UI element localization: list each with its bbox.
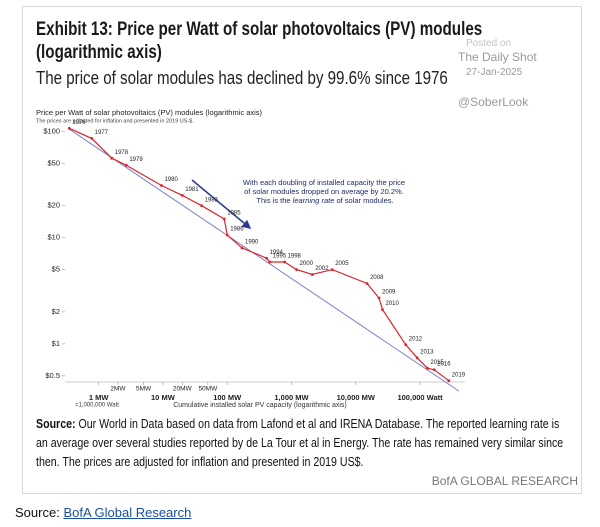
point-label: 2000 <box>300 261 314 267</box>
title: Exhibit 13: Price per Watt of solar phot… <box>36 18 482 64</box>
y-tick-label: $50 <box>47 158 60 167</box>
point <box>295 268 298 272</box>
watermark-date: 27-Jan-2025 <box>466 67 523 78</box>
y-tick-label: $0.5 <box>45 371 60 380</box>
point <box>283 260 286 264</box>
source-label: Source: <box>36 416 76 431</box>
point-label: 1978 <box>115 150 129 156</box>
point <box>160 184 163 187</box>
point-label: 1990 <box>245 240 259 246</box>
point-label: 1979 <box>129 157 143 163</box>
point <box>240 246 244 250</box>
chart-subtitle: The prices are adjusted for inflation an… <box>36 118 194 124</box>
y-tick-label: $5 <box>52 265 60 274</box>
annotation-line: of solar modules dropped on average by 2… <box>244 187 404 196</box>
y-tick-label: $1 <box>52 339 60 348</box>
watermark-posted: Posted on <box>466 38 512 49</box>
footer: Source: BofA Global Research <box>15 505 191 520</box>
x-tick-label: 2MW <box>110 386 126 393</box>
source-body: Our World in Data based on data from Laf… <box>36 416 564 469</box>
point-label: 1998 <box>288 254 302 260</box>
annotation-line: This is the <box>256 196 292 205</box>
watermark-handle: @SoberLook <box>458 95 529 109</box>
point-label: 1985 <box>227 211 241 217</box>
chart-title: Price per Watt of solar photovoltaics (P… <box>36 108 263 117</box>
point-label: 1986 <box>230 227 244 233</box>
watermark-site: The Daily Shot <box>458 50 537 64</box>
footer-link[interactable]: BofA Global Research <box>63 505 192 520</box>
x-axis-label: Cumulative installed solar PV capacity (… <box>173 402 347 409</box>
annotation: With each doubling of installed capacity… <box>243 178 407 205</box>
x-tick-label: 10,000 MW <box>337 393 376 402</box>
y-tick-label: $20 <box>47 201 60 210</box>
point <box>425 366 429 370</box>
brand: BofA GLOBAL RESEARCH <box>431 474 578 488</box>
y-tick-label: $10 <box>47 233 60 242</box>
point-label: 2013 <box>420 349 434 355</box>
point <box>381 308 384 312</box>
x-tick-label: 5MW <box>136 386 152 393</box>
x-tick-label: 1 MW <box>89 393 110 402</box>
x-tick-label: 100 MW <box>213 393 242 402</box>
point <box>330 268 334 272</box>
point-label: 1981 <box>185 187 199 193</box>
x-tick-label: 10 MW <box>151 393 176 402</box>
y-tick-label: $2 <box>52 307 60 316</box>
point-label: 2009 <box>382 290 396 296</box>
subtitle: The price of solar modules has declined … <box>36 68 448 88</box>
point-label: 1983 <box>205 197 219 203</box>
point <box>432 368 436 372</box>
point <box>415 356 419 360</box>
point <box>447 379 451 383</box>
point-label: 1976 <box>72 120 86 126</box>
x-tick-label: 20MW <box>173 386 193 393</box>
x-tick-label: 100,000 Watt <box>397 393 443 402</box>
card <box>22 6 582 494</box>
point-label: 2002 <box>315 266 329 272</box>
point-label: 2012 <box>409 336 423 342</box>
point-label: 2010 <box>385 301 399 307</box>
point <box>124 163 128 167</box>
point-label: 2005 <box>335 261 349 267</box>
point-label: 1994 <box>270 250 284 256</box>
point-label: 2015 <box>430 360 444 366</box>
point <box>365 282 369 285</box>
point <box>268 260 272 264</box>
annotation-italic: learning rate <box>293 196 335 205</box>
x-note: =1,000,000 Watt <box>75 403 119 409</box>
point <box>67 126 71 130</box>
point <box>180 193 184 197</box>
annotation-line: With each doubling of installed capacity… <box>243 178 405 187</box>
point <box>225 233 229 237</box>
point-label: 2016 <box>437 361 451 367</box>
point <box>110 156 114 160</box>
chart: Price per Watt of solar photovoltaics (P… <box>36 108 466 409</box>
point-label: 1977 <box>95 130 109 136</box>
point <box>310 273 314 276</box>
price-line <box>69 127 450 382</box>
annotation-line: of solar modules. <box>334 196 393 205</box>
title-line: Exhibit 13: Price per Watt of solar phot… <box>36 19 483 40</box>
point-label: 2008 <box>370 275 384 281</box>
x-tick-label: 1,000 MW <box>274 393 309 402</box>
point-label: 1995 <box>273 254 287 260</box>
y-tick-label: $100 <box>43 126 60 135</box>
point <box>90 137 94 140</box>
point <box>200 204 204 208</box>
point <box>404 343 408 347</box>
point <box>377 296 381 300</box>
point <box>265 256 268 260</box>
point-label: 1980 <box>164 177 178 183</box>
trend-line <box>69 128 460 392</box>
source-text: Source: Our World in Data based on data … <box>36 414 571 471</box>
arrow <box>191 179 252 229</box>
footer-label: Source: <box>15 505 60 520</box>
x-tick-label: 50MW <box>198 386 218 393</box>
point <box>222 217 226 221</box>
title-line: (logarithmic axis) <box>36 42 162 63</box>
point-label: 2019 <box>452 372 466 378</box>
